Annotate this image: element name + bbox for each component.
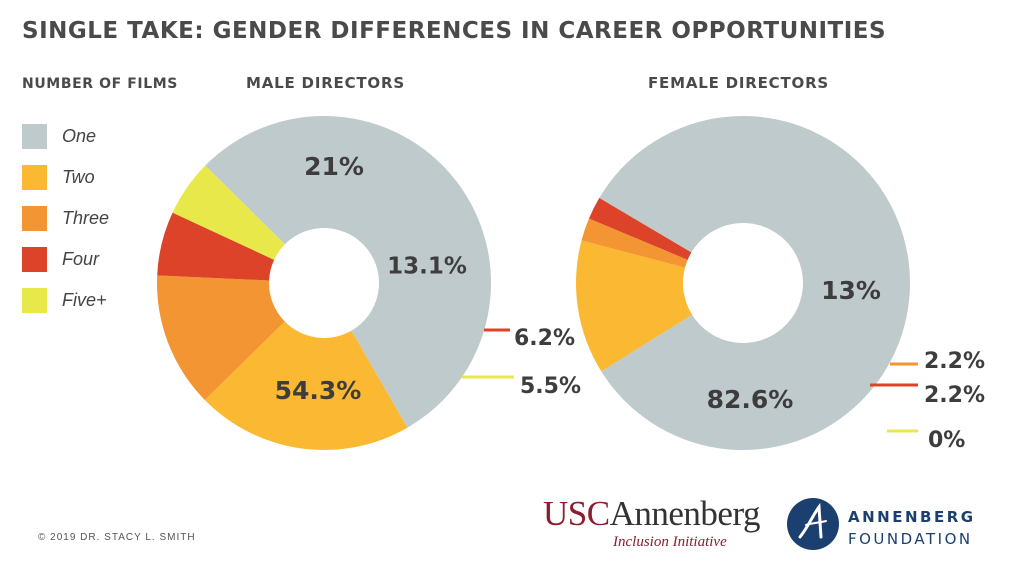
female-chart-title: FEMALE DIRECTORS bbox=[648, 74, 830, 92]
legend-item-one: One bbox=[22, 116, 109, 157]
male-label-two: 21% bbox=[304, 152, 364, 181]
male-label-one: 54.3% bbox=[275, 376, 362, 405]
legend-label-four: Four bbox=[62, 249, 100, 269]
male-slice-five-plus bbox=[172, 165, 285, 260]
female-label-two: 13% bbox=[821, 276, 881, 305]
male-label-four: 6.2% bbox=[514, 326, 575, 351]
male-chart-title: MALE DIRECTORS bbox=[246, 74, 405, 92]
legend-swatch-two bbox=[22, 165, 47, 190]
legend-item-four: Four bbox=[22, 239, 109, 280]
legend-item-three: Three bbox=[22, 198, 109, 239]
legend-label-three: Three bbox=[62, 208, 110, 228]
male-slice-three bbox=[157, 275, 285, 401]
male-directors-donut: 54.3% 21% 13.1% 6.2% 5.5% bbox=[157, 116, 581, 450]
male-slice-two bbox=[204, 321, 408, 450]
female-label-five-plus: 0% bbox=[928, 428, 965, 453]
female-slice-two bbox=[575, 240, 693, 372]
annenberg-foundation-logo: ANNENBERG FOUNDATION bbox=[848, 508, 976, 548]
legend-label-one: One bbox=[62, 126, 97, 146]
annenberg-foundation-emblem-icon bbox=[787, 498, 839, 550]
page-title: SINGLE TAKE: GENDER DIFFERENCES IN CAREE… bbox=[22, 18, 887, 44]
legend-swatch-four bbox=[22, 247, 47, 272]
foundation-logo-line1: ANNENBERG bbox=[848, 508, 976, 526]
female-slice-three bbox=[581, 218, 688, 268]
legend-item-five-plus: Five+ bbox=[22, 280, 109, 321]
male-slice-one bbox=[205, 116, 492, 428]
usc-logo-part2: Annenberg bbox=[609, 494, 761, 533]
legend-label-two: Two bbox=[62, 167, 95, 187]
female-label-four: 2.2% bbox=[924, 383, 985, 408]
female-directors-donut: 82.6% 13% 2.2% 2.2% 0% bbox=[575, 115, 985, 453]
male-slice-four bbox=[157, 212, 275, 281]
legend-swatch-five-plus bbox=[22, 288, 47, 313]
usc-annenberg-logo: USCAnnenberg Inclusion Initiative bbox=[543, 496, 760, 551]
legend-swatch-one bbox=[22, 124, 47, 149]
usc-logo-part1: USC bbox=[543, 494, 610, 533]
legend: One Two Three Four Five+ bbox=[22, 116, 109, 321]
copyright: © 2019 DR. STACY L. SMITH bbox=[38, 532, 196, 543]
legend-item-two: Two bbox=[22, 157, 109, 198]
female-slice-four bbox=[588, 197, 692, 260]
male-label-three: 13.1% bbox=[387, 254, 467, 280]
female-slice-one bbox=[599, 115, 910, 450]
legend-label-five-plus: Five+ bbox=[62, 290, 107, 310]
usc-logo-subtitle: Inclusion Initiative bbox=[613, 534, 727, 550]
foundation-logo-line2: FOUNDATION bbox=[848, 530, 973, 548]
male-label-five-plus: 5.5% bbox=[520, 374, 581, 399]
female-label-one: 82.6% bbox=[707, 385, 794, 414]
female-label-three: 2.2% bbox=[924, 349, 985, 374]
legend-title: NUMBER OF FILMS bbox=[22, 76, 178, 92]
legend-swatch-three bbox=[22, 206, 47, 231]
